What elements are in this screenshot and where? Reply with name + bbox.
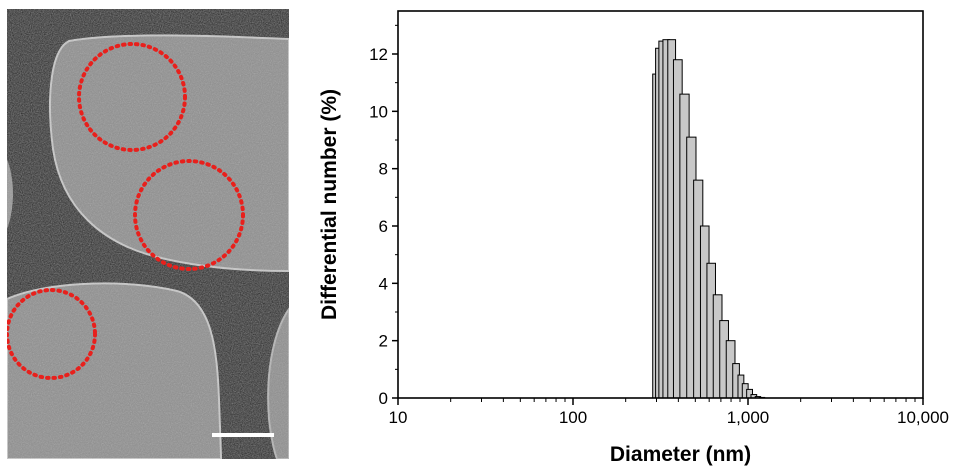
circled-region-3 [7,288,97,380]
x-axis-title: Diameter (nm) [610,443,751,466]
size-distribution-chart: 0 2 4 6 8 10 12 10 100 1,000 10,000 Diameter (nm) Di… [318,10,949,466]
circled-region-1 [77,42,187,152]
left-edge-sliver [7,159,13,229]
x-tick-label-100: 100 [559,408,587,427]
scale-bar [212,433,274,437]
y-tick-label-8: 8 [379,160,388,179]
y-tick-label-0: 0 [379,389,388,408]
y-tick-label-10: 10 [369,102,388,121]
y-tick-label-12: 12 [369,45,388,64]
y-axis-title: Differential number (%) [318,89,341,320]
tem-micrograph [7,9,289,459]
y-tick-label-6: 6 [379,217,388,236]
upper-hole [49,34,289,273]
x-tick-label-10: 10 [389,408,408,427]
x-tick-label-10000: 10,000 [897,408,949,427]
circled-region-2 [133,159,245,271]
lower-hole [7,282,223,459]
x-tick-label-1000: 1,000 [727,408,770,427]
plot-frame [397,10,924,399]
y-tick-label-2: 2 [379,332,388,351]
right-hole [267,307,289,459]
y-tick-label-4: 4 [379,274,388,293]
